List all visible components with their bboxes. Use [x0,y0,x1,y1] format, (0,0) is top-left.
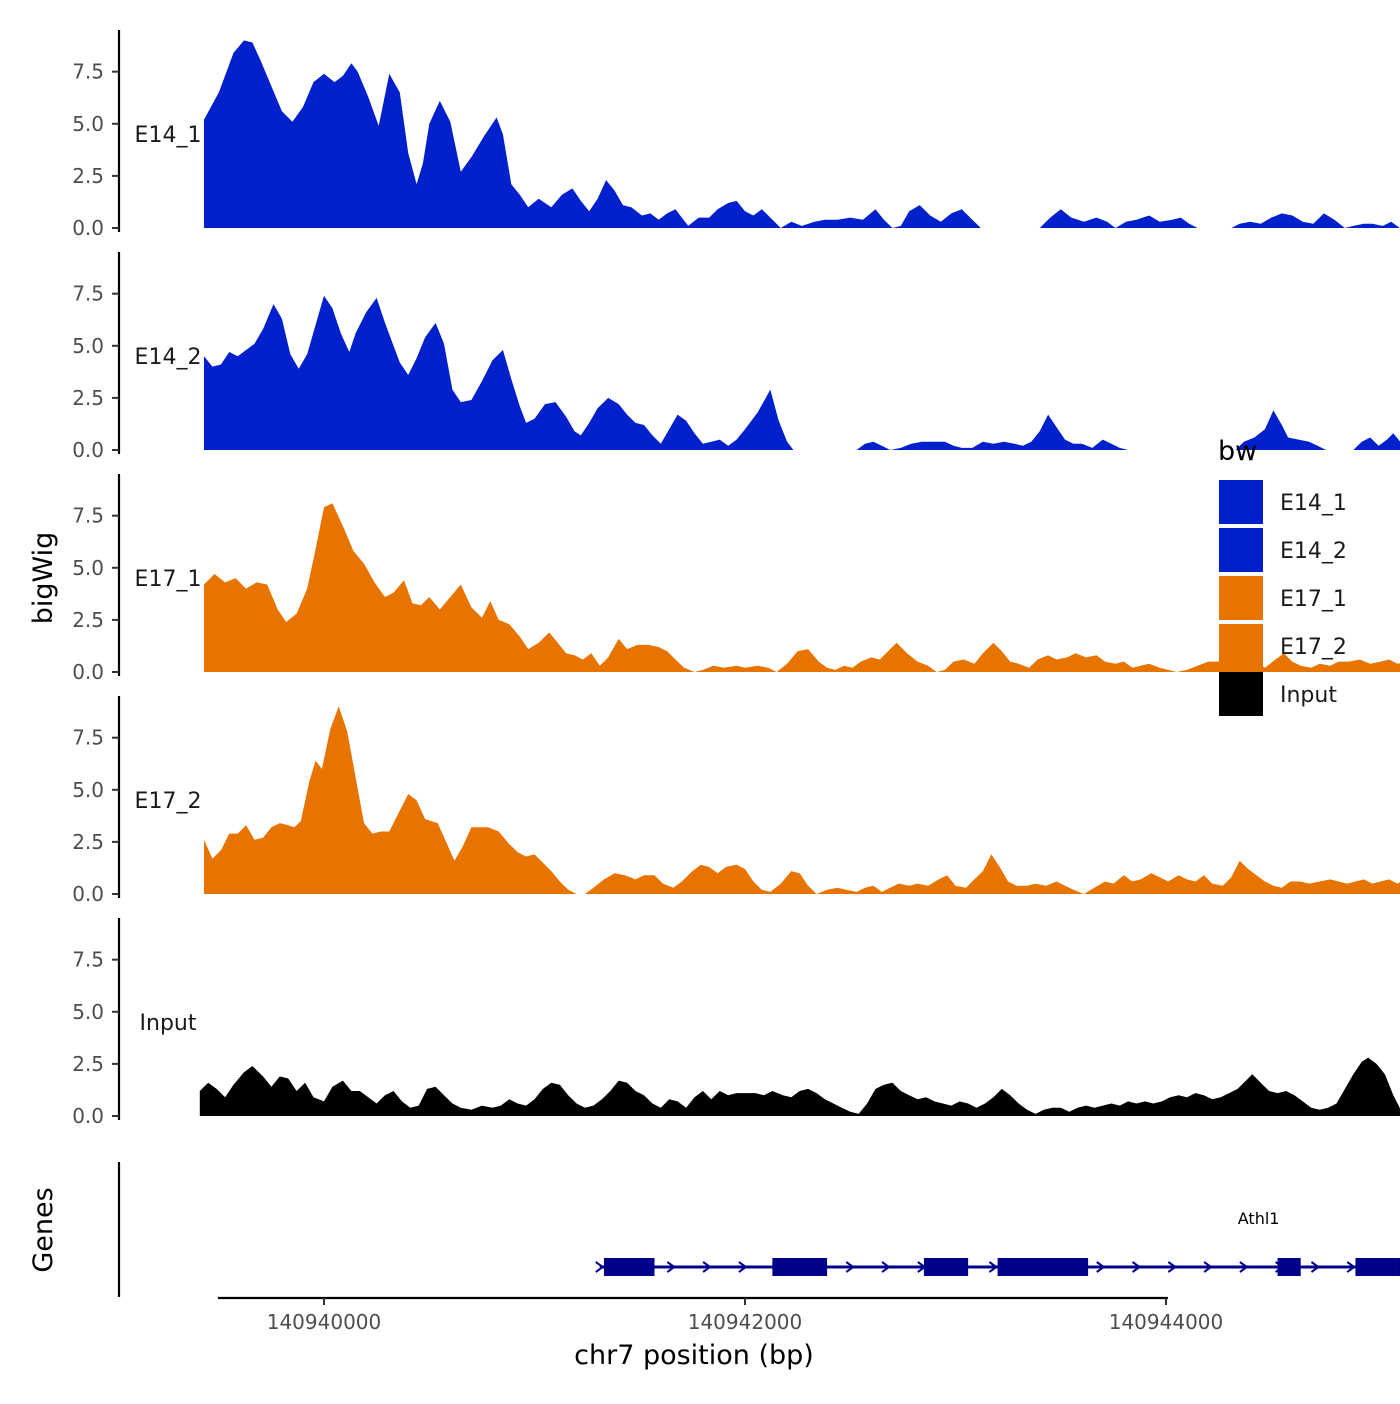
strand-arrow [702,1261,712,1273]
gene-exon [1395,1258,1400,1276]
legend-label-e17-2: E17_2 [1280,635,1347,660]
y-tick-label: 7.5 [72,948,104,972]
y-tick-label: 7.5 [72,282,104,306]
y-tick-label: 2.5 [72,608,104,632]
genes-axis-title: Genes [28,1187,59,1272]
y-tick-label: 5.0 [72,1000,104,1024]
track-panel-e17-1: 0.0 2.5 5.0 7.5 E17_1 [72,474,1400,684]
gene-exon [997,1258,1089,1276]
strand-arrow [881,1261,891,1273]
strand-arrow [738,1261,748,1273]
y-tick-label: 0.0 [72,216,104,240]
y-tick-label: 2.5 [72,830,104,854]
signal-tracks: 0.0 2.5 5.0 7.5 E14_1 0.0 2.5 5.0 7.5 E14_2 0.0 2.5… [72,30,1400,1128]
strand-arrow [1239,1261,1249,1273]
strand-arrow [595,1261,605,1273]
signal-area-e14-1 [204,40,1400,228]
y-tick-label: 0.0 [72,1104,104,1128]
track-label: E17_1 [135,567,202,592]
legend-swatch-input [1219,672,1263,716]
y-tick-label: 5.0 [72,112,104,136]
y-tick-label: 7.5 [72,726,104,750]
gene-exon [923,1258,969,1276]
y-tick-label: 2.5 [72,1052,104,1076]
gene-name-label: Athl1 [1238,1209,1280,1228]
strand-arrow [1131,1261,1142,1273]
y-tick-label: 5.0 [72,556,104,580]
gene-exon [772,1258,828,1276]
y-tick-label: 2.5 [72,386,104,410]
y-tick-label: 0.0 [72,660,104,684]
y-tick-label: 5.0 [72,778,104,802]
track-label: E14_1 [135,123,202,148]
strand-arrow [845,1261,855,1273]
strand-arrow [1096,1261,1106,1273]
strand-arrow [1310,1261,1321,1273]
legend-swatch-e14-2 [1219,528,1263,572]
y-axis-title: bigWig [28,532,59,625]
legend-swatch-e17-2 [1219,624,1263,668]
signal-area-e17-2 [204,706,1400,894]
track-label: E14_2 [135,345,202,370]
track-panel-e17-2: 0.0 2.5 5.0 7.5 E17_2 [72,696,1400,906]
x-tick-label: 140940000 [267,1310,382,1334]
track-panel-e14-1: 0.0 2.5 5.0 7.5 E14_1 [72,30,1400,240]
y-tick-label: 2.5 [72,164,104,188]
gene-track: Athl1 [117,1162,1400,1297]
signal-area-e14-2 [204,295,1400,450]
track-label: Input [140,1011,197,1036]
strand-arrow [1346,1261,1356,1273]
x-tick-label: 140942000 [688,1310,803,1334]
legend-swatch-e17-1 [1219,576,1263,620]
y-tick-label: 0.0 [72,438,104,462]
track-panel-input: 0.0 2.5 5.0 7.5 Input [72,918,1400,1128]
legend-label-e14-1: E14_1 [1280,491,1347,516]
y-tick-label: 7.5 [72,60,104,84]
strand-arrow [666,1261,677,1273]
gene-exon [1277,1258,1301,1276]
strand-arrow [988,1261,999,1273]
legend-swatch-e14-1 [1219,480,1263,524]
gene-exon [603,1258,655,1276]
legend: bw E14_1 E14_2 E17_1 E17_2 Input [1218,436,1347,716]
y-tick-label: 0.0 [72,882,104,906]
legend-label-input: Input [1280,683,1337,708]
strand-arrow [1167,1261,1178,1273]
y-tick-label: 7.5 [72,504,104,528]
legend-label-e17-1: E17_1 [1280,587,1347,612]
legend-title: bw [1218,436,1257,467]
x-axis-title: chr7 position (bp) [574,1340,814,1371]
strand-arrow [1203,1261,1213,1273]
signal-area-input [199,1057,1400,1116]
gene-exon [1355,1258,1396,1276]
x-axis: 1409400001409420001409440001409460001409… [218,1296,1224,1334]
x-tick-label: 140944000 [1109,1310,1224,1334]
track-panel-e14-2: 0.0 2.5 5.0 7.5 E14_2 [72,252,1400,462]
track-label: E17_2 [135,789,202,814]
y-tick-label: 5.0 [72,334,104,358]
legend-label-e14-2: E14_2 [1280,539,1347,564]
signal-area-e17-1 [204,503,1400,672]
